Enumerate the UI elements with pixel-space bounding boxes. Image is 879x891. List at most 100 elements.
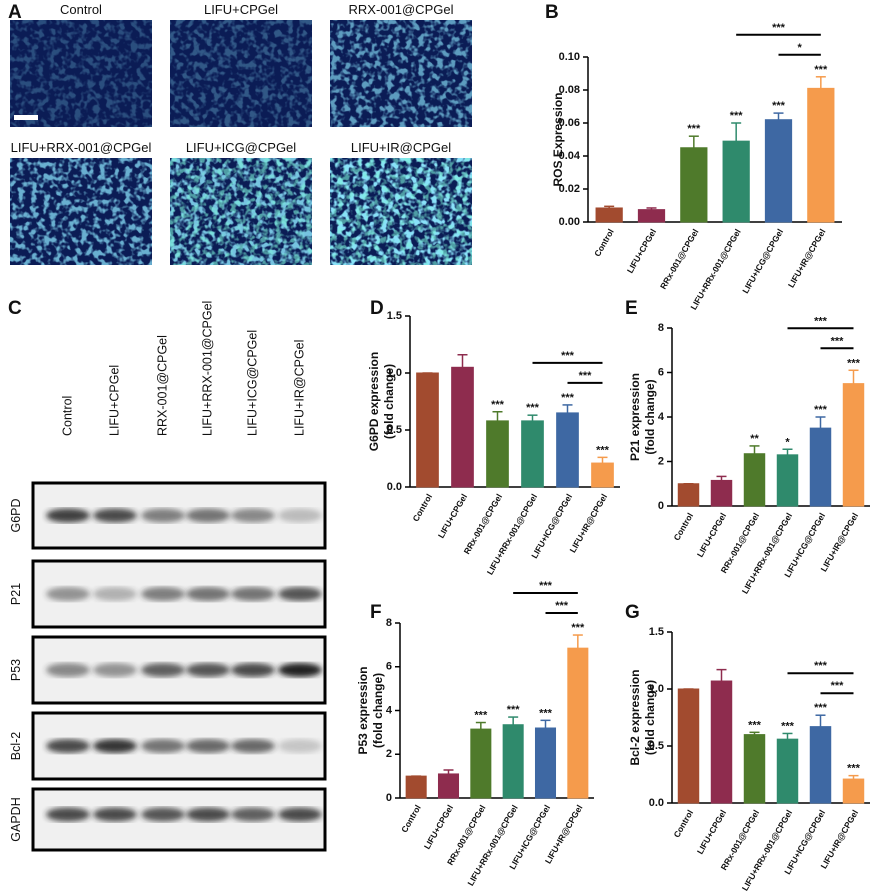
y-tick-label: 0.5	[387, 424, 402, 436]
bar	[502, 724, 524, 799]
bar	[595, 207, 623, 223]
image-label: LIFU+RRX-001@CPGel	[11, 140, 152, 155]
x-tick-label: RRx-001@CPGel	[658, 227, 701, 291]
x-tick-label: LIFU+CPGel	[695, 511, 728, 559]
band	[141, 807, 185, 822]
scale-bar	[14, 115, 38, 120]
comparison-label: *	[798, 42, 803, 54]
y-tick-label: 0.06	[559, 117, 580, 129]
bar	[416, 372, 439, 488]
band	[93, 587, 137, 601]
x-tick-label: LIFU+CPGel	[695, 808, 728, 856]
significance: **	[750, 433, 759, 445]
panel-letter: D	[370, 298, 384, 319]
bar	[534, 727, 557, 799]
band	[278, 663, 322, 677]
x-tick-label: LIFU+RRx-001@CPGel	[688, 227, 742, 311]
band	[186, 739, 230, 753]
panel-letter: B	[545, 2, 559, 23]
lane-label: Control	[60, 396, 74, 436]
bar	[809, 427, 832, 507]
comparison-label: ***	[814, 315, 828, 327]
image-label: LIFU+CPGel	[204, 2, 278, 17]
band	[141, 663, 185, 677]
image-label: RRX-001@CPGel	[349, 2, 454, 17]
significance: ***	[474, 710, 488, 722]
y-tick-label: 0.0	[649, 797, 664, 809]
image-label: LIFU+IR@CPGel	[351, 140, 451, 155]
x-tick-label: LIFU+IR@CPGel	[818, 808, 860, 870]
bar	[486, 420, 509, 488]
bar	[764, 119, 793, 223]
protein-label: P53	[9, 659, 23, 681]
band	[231, 663, 275, 677]
lane-label: RRX-001@CPGel	[155, 335, 169, 436]
band	[278, 508, 322, 523]
band	[93, 508, 137, 523]
image-label: LIFU+ICG@CPGel	[186, 140, 296, 155]
band	[93, 739, 137, 753]
band	[46, 508, 90, 523]
cell-stain-green	[170, 158, 312, 265]
y-tick-label: 1.0	[649, 683, 664, 695]
x-tick-label: RRx-001@CPGel	[462, 492, 505, 556]
significance: ***	[781, 720, 795, 732]
band	[231, 739, 275, 753]
y-tick-label: 0	[386, 792, 392, 804]
panel-letter: F	[370, 602, 382, 623]
band	[278, 739, 322, 753]
x-tick-label: Control	[592, 227, 616, 258]
x-tick-label: LIFU+IR@CPGel	[786, 227, 828, 289]
bar	[680, 147, 708, 223]
comparison-label: ***	[831, 335, 845, 347]
lane-label: LIFU+ICG@CPGel	[245, 330, 259, 436]
comparison-label: ***	[555, 600, 569, 612]
bar	[743, 734, 766, 804]
significance: *	[785, 436, 790, 448]
y-tick-label: 0.04	[559, 150, 581, 162]
lane-label: LIFU+CPGel	[107, 365, 121, 436]
y-tick-label: 0.10	[559, 51, 580, 63]
band	[141, 587, 185, 601]
panel-letter: E	[625, 298, 638, 319]
bar	[470, 728, 492, 799]
y-axis-label: Bcl-2 expression	[628, 669, 642, 765]
band	[186, 663, 230, 677]
comparison-label: ***	[772, 22, 786, 34]
y-axis-label: P53 expression	[356, 666, 370, 754]
x-tick-label: LIFU+IR@CPGel	[818, 511, 860, 573]
protein-label: G6PD	[9, 498, 23, 532]
cell-stain	[10, 158, 152, 265]
bar	[807, 87, 835, 223]
bar	[710, 479, 733, 507]
bar	[722, 140, 750, 223]
image-label: Control	[60, 2, 102, 17]
bar	[521, 420, 544, 488]
band	[231, 508, 275, 523]
band	[46, 739, 90, 753]
bar	[842, 778, 865, 804]
y-tick-label: 6	[658, 366, 664, 378]
significance: ***	[687, 123, 701, 135]
bar	[677, 688, 700, 804]
y-axis-label: (fold change)	[382, 364, 396, 439]
comparison-label: ***	[831, 680, 845, 692]
x-tick-label: Control	[671, 511, 695, 542]
y-axis-label: G6PD expression	[367, 352, 381, 451]
x-tick-label: Control	[410, 492, 434, 523]
band	[93, 663, 137, 677]
y-axis-label: (fold change)	[371, 673, 385, 748]
comparison-label: ***	[814, 660, 828, 672]
protein-label: Bcl-2	[9, 732, 23, 761]
significance: ***	[491, 399, 505, 411]
y-tick-label: 1.5	[387, 310, 402, 322]
significance: ***	[748, 719, 762, 731]
x-tick-label: LIFU+CPGel	[436, 492, 469, 540]
comparison-label: ***	[539, 580, 553, 592]
band	[141, 739, 185, 753]
significance: ***	[847, 357, 861, 369]
y-tick-label: 2	[658, 455, 664, 467]
x-tick-label: LIFU+CPGel	[422, 803, 455, 851]
band	[186, 587, 230, 601]
